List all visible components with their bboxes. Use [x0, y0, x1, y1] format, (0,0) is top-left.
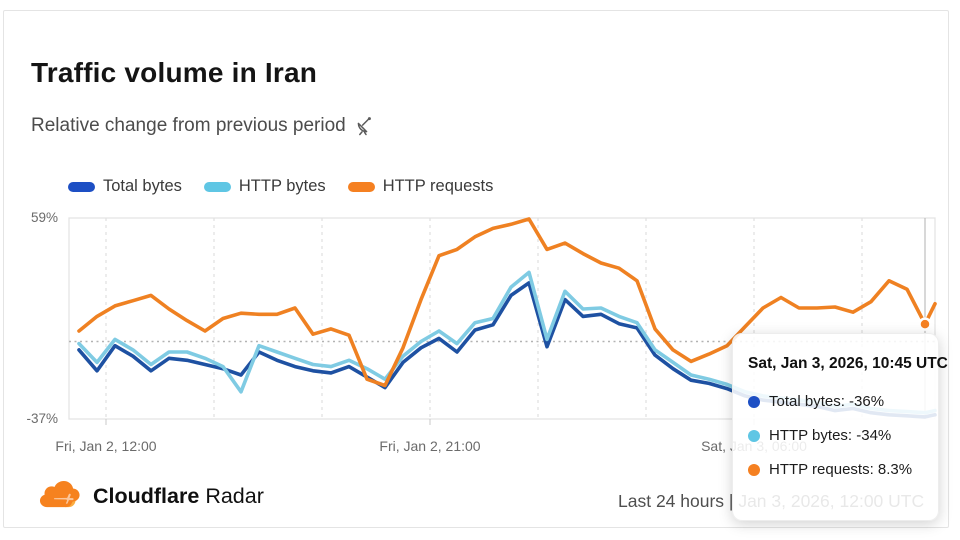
legend-label: HTTP requests — [382, 177, 494, 195]
cloudflare-cloud-icon — [37, 481, 84, 512]
legend-label: HTTP bytes — [238, 177, 326, 195]
legend-item-http-bytes[interactable]: HTTP bytes — [203, 177, 326, 196]
chart-card: Traffic volume in Iran Relative change f… — [3, 10, 949, 528]
http-requests-dot-icon — [748, 463, 760, 476]
chart-subtitle-text: Relative change from previous period — [31, 115, 346, 136]
http-bytes-dot-icon — [748, 429, 760, 442]
tooltip-row-http-bytes: HTTP bytes: -34% — [748, 427, 923, 444]
brand-bold: Cloudflare — [93, 484, 200, 508]
x-tick-jan2-2100: Fri, Jan 2, 21:00 — [379, 438, 481, 454]
legend-label: Total bytes — [103, 177, 182, 195]
y-axis-min-label: -37% — [26, 411, 58, 426]
hover-point-http-requests — [918, 317, 932, 331]
satellite-dish-icon — [354, 116, 374, 136]
plot-border — [68, 217, 936, 420]
tooltip-timestamp: Sat, Jan 3, 2026, 10:45 UTC — [748, 355, 948, 372]
brand-text: Cloudflare Radar — [93, 484, 264, 509]
total-bytes-swatch — [68, 181, 95, 192]
x-tick-jan2-1200: Fri, Jan 2, 12:00 — [55, 438, 157, 454]
brand-light: Radar — [205, 484, 264, 508]
chart-subtitle: Relative change from previous period — [31, 115, 374, 137]
cloudflare-radar-logo[interactable]: Cloudflare Radar — [37, 481, 264, 512]
page-title: Traffic volume in Iran — [31, 57, 318, 88]
tooltip-row-total-bytes: Total bytes: -36% — [748, 393, 923, 410]
series-line-http-requests — [77, 217, 937, 388]
y-axis-max-label: 59% — [30, 210, 58, 225]
http-bytes-swatch — [203, 181, 231, 192]
total-bytes-dot-icon — [748, 395, 760, 408]
chart-legend: Total bytes HTTP bytes HTTP requests — [68, 177, 493, 196]
legend-item-total-bytes[interactable]: Total bytes — [68, 177, 182, 196]
http-requests-swatch — [347, 181, 375, 192]
legend-item-http-requests[interactable]: HTTP requests — [347, 177, 494, 196]
hover-tooltip: Sat, Jan 3, 2026, 10:45 UTC Total bytes:… — [732, 333, 948, 521]
tooltip-row-http-requests: HTTP requests: 8.3% — [748, 461, 923, 478]
